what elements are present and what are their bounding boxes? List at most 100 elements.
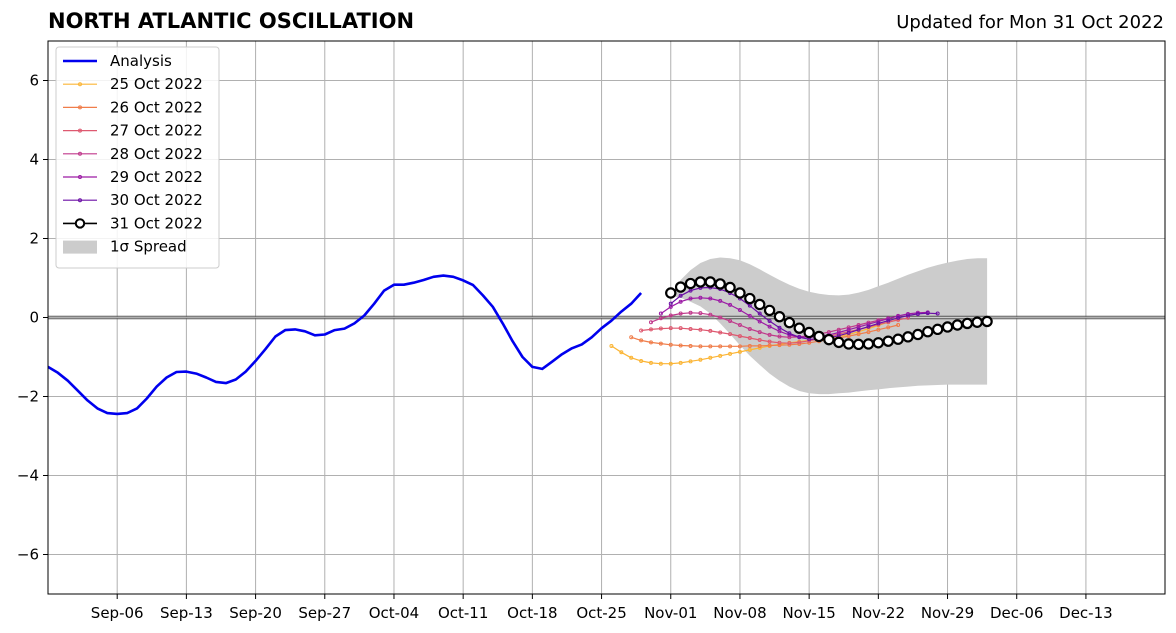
forecast-point (648, 320, 653, 325)
forecast-point (872, 337, 885, 349)
forecast-point (737, 349, 742, 354)
forecast-point (688, 310, 693, 315)
forecast-point (886, 318, 891, 323)
forecast-point (728, 332, 733, 337)
forecast-point (708, 296, 713, 301)
forecast-point (852, 338, 865, 351)
forecast-point (951, 319, 964, 331)
forecast-point (698, 344, 703, 349)
x-tick-label: Nov-29 (921, 604, 974, 622)
x-tick-label: Dec-06 (990, 604, 1044, 622)
forecast-point (905, 313, 910, 318)
forecast-point (648, 327, 653, 332)
forecast-series (665, 276, 993, 351)
forecast-point (688, 326, 693, 331)
forecast-point (754, 298, 766, 311)
forecast-point (866, 330, 871, 335)
forecast-point (728, 302, 733, 307)
legend-label: 31 Oct 2022 (110, 214, 203, 232)
forecast-point (777, 340, 782, 345)
forecast-point (767, 319, 772, 324)
forecast-point (747, 347, 752, 352)
forecast-point (961, 317, 974, 330)
page-title: NORTH ATLANTIC OSCILLATION (48, 9, 415, 33)
y-tick-label: −4 (17, 467, 39, 485)
spread-layer (670, 257, 988, 395)
forecast-point (823, 333, 835, 346)
forecast-point (728, 344, 733, 349)
y-tick-label: 2 (29, 230, 39, 248)
forecast-point (629, 335, 634, 340)
forecast-point (728, 351, 733, 356)
forecast-point (763, 304, 776, 317)
forecast-point (708, 355, 713, 360)
forecast-point (862, 338, 875, 350)
forecast-point (935, 311, 940, 316)
forecast-point (737, 344, 742, 349)
forecast-point (856, 332, 861, 337)
forecast-point (688, 296, 693, 301)
legend-label: Analysis (110, 52, 172, 70)
forecast-point (892, 333, 904, 345)
legend-label: 26 Oct 2022 (110, 98, 203, 116)
forecast-point (797, 340, 802, 345)
forecast-point (684, 277, 697, 290)
forecast-point (767, 343, 772, 348)
forecast-point (734, 287, 746, 299)
forecast-point (724, 281, 736, 294)
forecast-point (658, 361, 663, 366)
forecast-point (678, 360, 683, 365)
forecast-point (658, 316, 663, 321)
forecast-point (757, 311, 762, 316)
forecast-point (846, 330, 851, 335)
legend-swatch-marker (78, 105, 82, 110)
forecast-point (866, 322, 871, 327)
forecast-point (658, 311, 663, 316)
legend-label: 29 Oct 2022 (110, 168, 203, 186)
legend-label: 1σ Spread (110, 238, 187, 256)
forecast-point (777, 325, 782, 330)
y-axis: −6 −4 −2 0 2 4 6 (17, 72, 48, 564)
forecast-point (787, 341, 792, 346)
forecast-point (981, 315, 993, 328)
forecast-point (886, 325, 891, 330)
forecast-point (777, 334, 782, 339)
forecast-point (698, 295, 703, 300)
forecast-point (708, 328, 713, 333)
forecast-point (905, 315, 910, 320)
forecast-point (629, 355, 634, 360)
forecast-point (678, 293, 683, 298)
forecast-point (678, 326, 683, 331)
forecast-point (922, 326, 934, 338)
forecast-point (718, 353, 723, 358)
forecast-point (668, 301, 673, 306)
forecast-point (866, 324, 871, 329)
legend-label: 25 Oct 2022 (110, 75, 203, 93)
legend: Analysis 25 Oct 2022 26 Oct 2022 27 Oct 202… (55, 46, 220, 269)
y-tick-label: −2 (17, 388, 39, 406)
forecast-point (902, 331, 914, 343)
x-tick-label: Sep-06 (91, 604, 144, 622)
forecast-point (665, 287, 677, 299)
forecast-point (668, 313, 673, 318)
forecast-point (688, 343, 693, 348)
forecast-point (698, 311, 703, 316)
forecast-point (688, 359, 693, 364)
forecast-point (876, 327, 881, 332)
forecast-point (678, 299, 683, 304)
forecast-point (896, 315, 901, 320)
forecast-point (971, 316, 983, 328)
forecast-point (757, 319, 762, 324)
x-tick-label: Oct-04 (369, 604, 419, 622)
forecast-point (737, 323, 742, 328)
x-tick-label: Oct-18 (507, 604, 557, 622)
forecast-point (639, 338, 644, 343)
forecast-point (876, 321, 881, 326)
forecast-point (787, 331, 792, 336)
legend-label: 30 Oct 2022 (110, 191, 203, 209)
forecast-point (833, 336, 845, 349)
forecast-point (793, 322, 805, 334)
forecast-point (718, 330, 723, 335)
series-layer (48, 274, 993, 416)
